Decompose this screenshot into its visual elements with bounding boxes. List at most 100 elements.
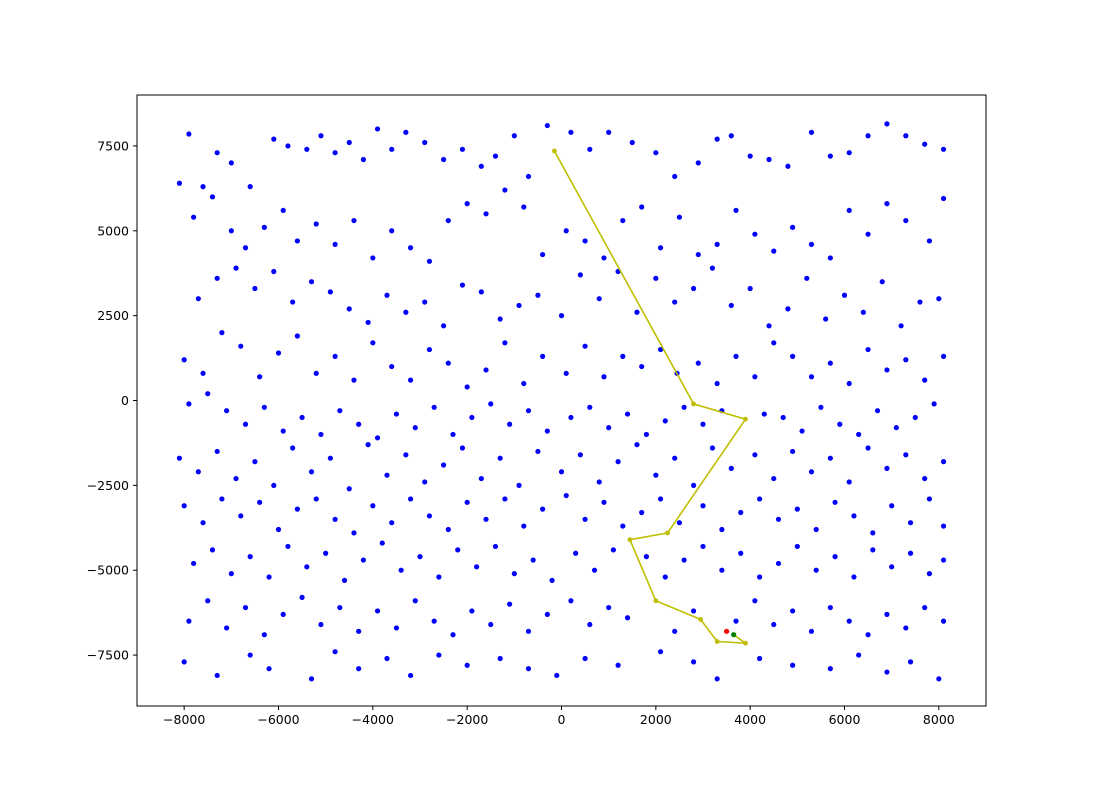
series-0-point-201 <box>874 408 881 414</box>
series-0-point-187 <box>587 404 593 410</box>
series-0-point-359 <box>846 618 852 624</box>
series-0-point-241 <box>865 445 871 451</box>
series-0-point-54 <box>370 255 376 261</box>
series-0-point-89 <box>271 268 277 275</box>
x-tick-label-1: −6000 <box>257 712 299 727</box>
series-0-point-77 <box>808 241 815 247</box>
series-0-point-335 <box>337 604 343 611</box>
series-0-point-385 <box>790 662 796 668</box>
series-0-point-353 <box>733 618 739 624</box>
series-0-point-177 <box>393 411 400 417</box>
x-tick-label-5: 2000 <box>640 712 672 727</box>
series-0-point-108 <box>634 309 640 315</box>
series-0-point-34 <box>766 156 772 163</box>
series-0-point-236 <box>771 475 777 482</box>
series-0-point-87 <box>233 265 239 271</box>
series-0-point-212 <box>308 469 315 475</box>
series-0-point-116 <box>785 306 791 312</box>
series-0-point-101 <box>497 316 503 322</box>
series-0-point-243 <box>903 452 909 458</box>
series-0-point-70 <box>676 214 683 220</box>
series-0-point-209 <box>252 459 258 465</box>
series-0-point-31 <box>714 136 720 142</box>
series-0-point-191 <box>662 418 668 424</box>
path-point-7 <box>714 639 720 644</box>
series-0-point-249 <box>238 513 244 519</box>
series-0-point-215 <box>365 442 371 448</box>
series-0-point-184 <box>525 408 532 414</box>
series-0-point-22 <box>525 173 532 180</box>
series-0-point-165 <box>940 353 947 359</box>
series-0-point-244 <box>922 475 928 482</box>
series-0-point-368 <box>266 666 272 672</box>
series-0-point-138 <box>426 346 433 353</box>
series-0-point-143 <box>521 380 527 387</box>
series-0-point-98 <box>440 323 447 329</box>
series-0-point-25 <box>587 146 593 152</box>
series-0-point-78 <box>827 255 833 261</box>
series-0-point-228 <box>615 459 621 465</box>
series-0-point-173 <box>318 431 324 438</box>
series-0-point-278 <box>794 506 800 512</box>
series-0-point-349 <box>606 604 612 611</box>
series-0-point-62 <box>521 204 527 210</box>
series-0-point-121 <box>879 279 885 285</box>
series-0-point-0 <box>176 180 183 186</box>
series-0-point-224 <box>535 448 541 455</box>
y-tick-label-3: 0 <box>121 393 129 408</box>
series-0-point-63 <box>540 251 546 258</box>
series-0-point-339 <box>412 598 418 604</box>
series-0-point-301 <box>455 547 461 553</box>
series-0-point-288 <box>209 547 216 553</box>
series-0-point-147 <box>601 374 607 380</box>
x-tick-label-8: 8000 <box>923 712 955 727</box>
path-point-8 <box>743 640 748 646</box>
series-0-point-198 <box>818 404 824 410</box>
series-0-point-327 <box>186 618 192 624</box>
series-0-point-307 <box>573 550 579 556</box>
series-0-point-296 <box>360 557 366 563</box>
series-0-point-133 <box>332 353 338 359</box>
series-0-point-295 <box>341 577 348 584</box>
series-0-point-169 <box>242 421 249 427</box>
series-0-point-265 <box>540 506 546 512</box>
series-0-point-381 <box>657 649 664 655</box>
series-0-point-134 <box>351 377 357 383</box>
series-0-point-130 <box>275 350 282 356</box>
series-0-point-126 <box>200 370 206 376</box>
series-0-point-185 <box>544 428 550 434</box>
y-tick-label-1: −5000 <box>87 563 129 578</box>
series-0-point-61 <box>502 187 508 193</box>
series-0-point-88 <box>252 285 258 292</box>
series-0-point-27 <box>629 139 635 146</box>
series-0-point-382 <box>690 659 697 665</box>
series-0-point-364 <box>940 618 947 624</box>
series-0-point-269 <box>620 523 626 529</box>
series-0-point-380 <box>615 662 621 668</box>
series-0-point-344 <box>507 601 513 607</box>
series-0-point-233 <box>709 445 716 451</box>
series-0-point-217 <box>403 452 409 458</box>
series-0-point-204 <box>931 401 937 407</box>
series-0-point-129 <box>257 374 263 380</box>
path-point-0 <box>552 148 557 154</box>
series-0-point-13 <box>374 126 381 132</box>
series-0-point-110 <box>672 299 678 305</box>
series-0-point-189 <box>624 411 631 417</box>
series-0-point-371 <box>356 666 362 672</box>
series-0-point-53 <box>351 217 357 224</box>
series-0-point-251 <box>275 526 282 533</box>
series-0-point-119 <box>841 292 848 298</box>
series-0-point-341 <box>450 632 456 638</box>
series-0-point-114 <box>747 285 753 292</box>
series-0-point-312 <box>681 557 687 563</box>
series-0-point-48 <box>261 224 267 230</box>
series-0-point-104 <box>558 313 565 319</box>
series-0-point-99 <box>459 282 466 288</box>
series-0-point-41 <box>903 133 909 139</box>
series-0-point-300 <box>436 574 442 580</box>
series-0-point-44 <box>191 214 197 220</box>
series-0-point-52 <box>332 241 338 247</box>
series-0-point-214 <box>346 486 352 492</box>
